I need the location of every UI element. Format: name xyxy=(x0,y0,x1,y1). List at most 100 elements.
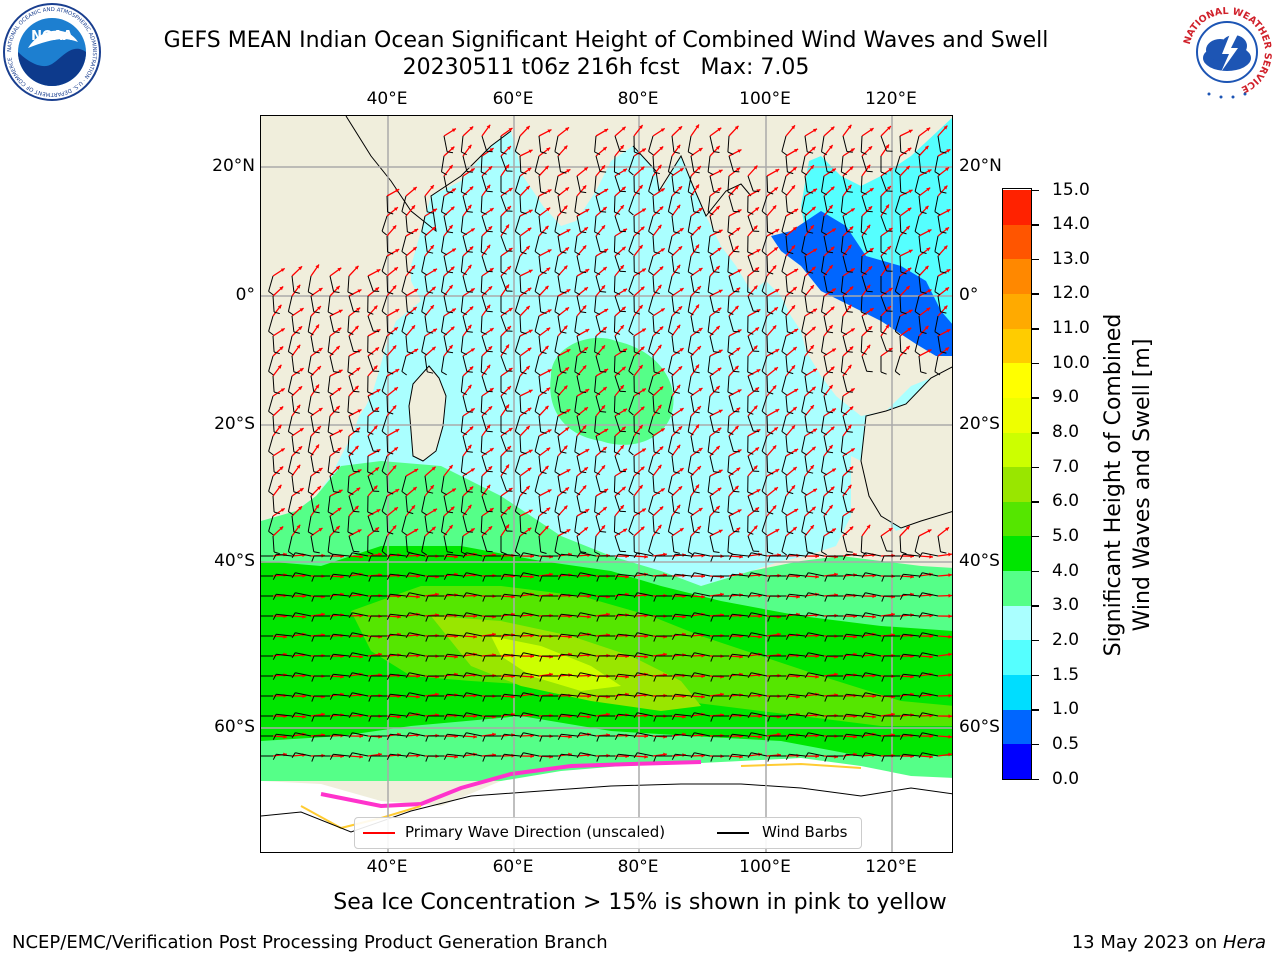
wind-barb xyxy=(747,375,754,392)
wind-barb-flag xyxy=(386,734,391,740)
wind-barb-flag xyxy=(710,675,714,682)
wind-barb xyxy=(367,355,374,372)
wind-barb xyxy=(424,475,428,492)
wind-barb xyxy=(390,673,407,677)
wind-barb xyxy=(903,653,920,657)
wind-barb-flag xyxy=(781,511,787,516)
wind-barb xyxy=(618,653,635,657)
wave-direction-arrowhead xyxy=(638,245,643,249)
wave-direction-arrowhead xyxy=(755,207,759,212)
wind-barb xyxy=(352,632,369,637)
wave-direction-arrowhead xyxy=(644,554,648,559)
wind-barb xyxy=(903,633,920,637)
wind-barb xyxy=(268,395,274,412)
wave-direction-arrowhead xyxy=(546,507,551,512)
wind-barb xyxy=(594,535,597,552)
wave-direction-arrowhead xyxy=(508,308,513,312)
wind-barb-flag xyxy=(668,531,674,536)
wind-barb-flag xyxy=(381,510,388,516)
wind-barb xyxy=(840,395,844,412)
wind-barb-flag xyxy=(710,615,714,622)
wind-barb-flag xyxy=(347,531,354,535)
wind-barb-flag xyxy=(600,251,607,253)
wind-barb-flag xyxy=(713,351,720,353)
wind-barb xyxy=(914,255,920,272)
wind-barb xyxy=(865,752,882,757)
wind-barb-flag xyxy=(881,615,885,622)
wind-barb-flag xyxy=(940,271,947,274)
wind-barb-flag xyxy=(881,675,885,682)
wind-barb xyxy=(671,255,675,272)
wind-barb xyxy=(466,672,483,677)
wind-barb-flag xyxy=(600,531,607,533)
wind-barb xyxy=(421,215,426,232)
wind-barb xyxy=(401,315,407,332)
wind-barb-flag xyxy=(841,531,847,536)
wave-direction-arrowhead xyxy=(813,308,817,313)
wave-direction-arrowhead xyxy=(850,448,855,452)
wind-barb xyxy=(766,335,769,353)
wind-barb-flag xyxy=(368,595,372,602)
wave-direction-arrowhead xyxy=(758,734,762,739)
wave-direction-arrowhead xyxy=(660,188,665,192)
wind-barb-flag xyxy=(668,451,674,456)
wave-direction-arrowhead xyxy=(718,529,723,534)
wind-barb-flag xyxy=(443,554,448,560)
wind-barb-flag xyxy=(821,311,827,316)
wind-barb-flag xyxy=(781,351,787,356)
wind-barb-flag xyxy=(407,271,414,275)
wind-barb xyxy=(514,255,521,272)
wind-barb-flag xyxy=(401,331,407,336)
wind-barb-flag xyxy=(807,271,814,274)
wave-direction-arrowhead xyxy=(507,266,511,270)
wave-direction-arrowhead xyxy=(737,449,742,453)
wind-barb xyxy=(295,632,312,637)
wind-barb-flag xyxy=(914,551,921,556)
wind-barb xyxy=(667,195,673,212)
wind-barb-flag xyxy=(733,250,740,253)
colorbar-segment xyxy=(1003,189,1031,225)
wind-barb xyxy=(460,295,464,312)
colorbar-tick-label: 0.0 xyxy=(1052,768,1080,789)
wave-direction-arrowhead xyxy=(853,734,857,739)
colorbar-tick xyxy=(1032,535,1039,538)
wind-barb-flag xyxy=(480,171,487,175)
wind-barb xyxy=(481,175,488,192)
wind-barb-flag xyxy=(482,695,486,702)
wind-barb-flag xyxy=(482,715,486,722)
wind-barb xyxy=(614,495,621,512)
wave-direction-arrowhead xyxy=(641,448,646,453)
lat-tick-right-20s: 20°S xyxy=(959,414,1000,434)
wind-barb xyxy=(613,195,616,213)
wind-barb xyxy=(504,733,521,737)
wind-barb-flag xyxy=(441,331,447,336)
wind-barb-flag xyxy=(920,211,927,214)
wind-barb-flag xyxy=(614,734,619,740)
wave-direction-arrowhead xyxy=(392,225,397,230)
wave-direction-arrowhead xyxy=(792,407,797,411)
wind-barb-flag xyxy=(539,695,543,702)
wind-barb-flag xyxy=(574,291,581,296)
wind-barb xyxy=(709,535,715,552)
wind-barb xyxy=(409,612,426,617)
wind-barb xyxy=(352,592,369,597)
wind-barb-flag xyxy=(539,675,543,682)
wind-barb-flag xyxy=(824,755,828,762)
wind-barb-flag xyxy=(733,530,740,533)
wind-barb-flag xyxy=(634,511,641,515)
wave-direction-arrowhead xyxy=(718,409,723,414)
wind-barb xyxy=(523,752,540,757)
wind-barb xyxy=(500,275,507,292)
wave-direction-arrowhead xyxy=(697,466,701,470)
wind-barb xyxy=(272,495,275,513)
wind-barb-flag xyxy=(425,675,429,682)
wave-direction-arrowhead xyxy=(830,366,835,371)
wind-barb xyxy=(381,415,388,432)
wind-barb xyxy=(846,753,863,757)
wind-barb xyxy=(903,593,920,597)
wave-direction-arrowhead xyxy=(530,654,534,659)
wind-barb xyxy=(821,335,825,352)
wind-barb-flag xyxy=(311,715,315,722)
wind-barb xyxy=(614,455,621,472)
wind-barb-flag xyxy=(633,652,638,658)
